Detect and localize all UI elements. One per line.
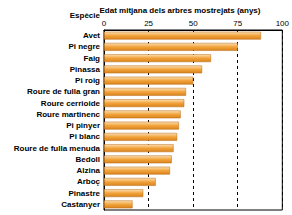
svg-text:Pinastre: Pinastre [68, 189, 100, 198]
svg-text:Pi negre: Pi negre [68, 42, 100, 51]
svg-text:Edat mitjana dels arbres mostr: Edat mitjana dels arbres mostrejats (any… [100, 6, 261, 15]
svg-text:Roure de fulla menuda: Roure de fulla menuda [14, 144, 101, 153]
svg-text:Castanyer: Castanyer [61, 200, 100, 209]
svg-text:Pi blanc: Pi blanc [69, 132, 100, 141]
svg-text:100: 100 [276, 19, 290, 28]
svg-text:Faig: Faig [84, 54, 101, 63]
svg-text:0: 0 [102, 19, 107, 28]
svg-text:Pi roig: Pi roig [75, 76, 100, 85]
svg-text:Roure cerrioide: Roure cerrioide [41, 99, 101, 108]
svg-text:75: 75 [233, 19, 242, 28]
svg-text:Roure de fulla gran: Roure de fulla gran [27, 87, 100, 96]
svg-text:Roure martinenc: Roure martinenc [36, 110, 100, 119]
svg-text:Bedoll: Bedoll [76, 155, 100, 164]
svg-text:Alzina: Alzina [76, 166, 100, 175]
svg-text:50: 50 [189, 19, 198, 28]
svg-text:Pi pinyer: Pi pinyer [66, 121, 100, 130]
svg-text:Arboç: Arboç [77, 177, 101, 186]
svg-text:Avet: Avet [83, 31, 100, 40]
svg-text:25: 25 [144, 19, 153, 28]
svg-text:Pinassa: Pinassa [70, 65, 101, 74]
svg-text:Espècie: Espècie [70, 11, 101, 20]
